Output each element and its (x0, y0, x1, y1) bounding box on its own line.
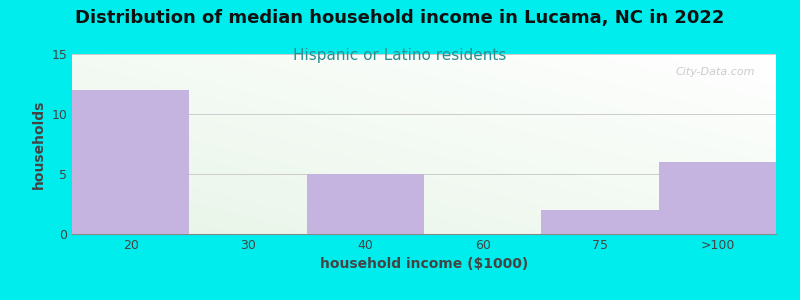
Bar (72, 90, 190, 234)
Bar (306, 174, 424, 234)
Bar (658, 162, 776, 234)
Text: Hispanic or Latino residents: Hispanic or Latino residents (294, 48, 506, 63)
Text: Distribution of median household income in Lucama, NC in 2022: Distribution of median household income … (75, 9, 725, 27)
Y-axis label: households: households (32, 99, 46, 189)
Text: City-Data.com: City-Data.com (675, 67, 755, 76)
Bar (542, 210, 658, 234)
X-axis label: household income ($1000): household income ($1000) (320, 257, 528, 272)
